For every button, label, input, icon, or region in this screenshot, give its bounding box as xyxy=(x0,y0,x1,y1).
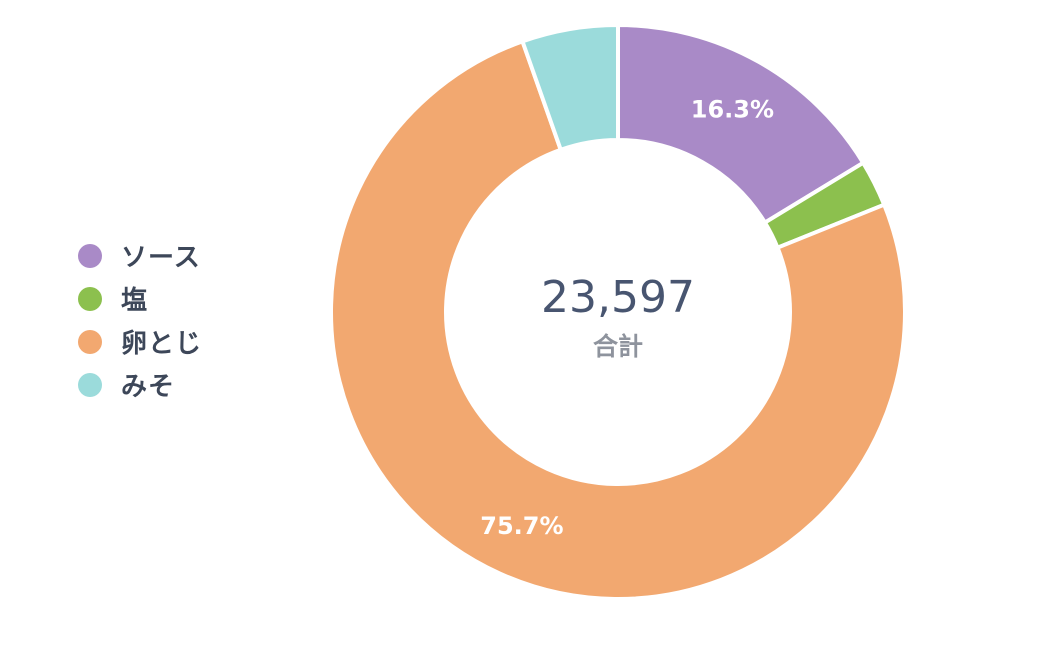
legend-label-sauce: ソース xyxy=(121,243,201,273)
data-label-egg: 75.7% xyxy=(480,512,563,540)
legend-swatch-sauce xyxy=(78,243,102,268)
legend-swatch-egg xyxy=(78,329,102,354)
legend-item-egg: 卵とじ xyxy=(78,320,202,363)
legend-label-salt: 塩 xyxy=(121,286,149,316)
donut-data-labels: 16.3% 75.7% xyxy=(480,95,774,539)
donut-slices xyxy=(329,23,907,601)
legend-swatch-miso xyxy=(78,372,102,397)
center-total-value: 23,597 xyxy=(541,272,695,323)
legend: ソース 塩 卵とじ みそ xyxy=(78,234,202,406)
legend-item-sauce: ソース xyxy=(78,234,202,277)
legend-label-egg: 卵とじ xyxy=(121,329,203,359)
legend-label-miso: みそ xyxy=(121,372,176,402)
center-total-caption: 合計 xyxy=(593,332,643,361)
legend-item-salt: 塩 xyxy=(78,277,202,320)
slice-egg xyxy=(329,39,907,601)
legend-item-miso: みそ xyxy=(78,363,202,406)
slice-miso xyxy=(520,23,620,152)
data-label-sauce: 16.3% xyxy=(691,95,774,123)
legend-swatch-salt xyxy=(78,286,102,311)
